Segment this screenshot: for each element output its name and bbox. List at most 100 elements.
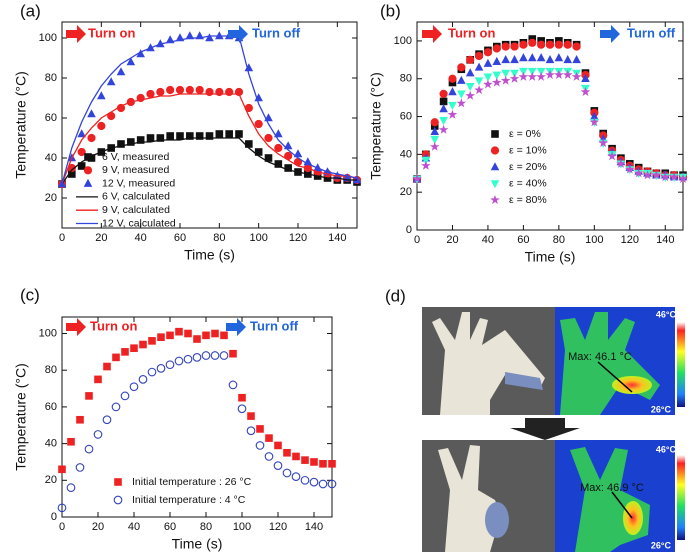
legend-swatch: [83, 178, 93, 187]
y-tick-label: 20: [400, 186, 412, 198]
marker: [255, 441, 265, 450]
y-tick-label: 0: [406, 224, 412, 236]
legend-swatch: [113, 495, 123, 505]
x-axis-title: Time (s): [172, 536, 223, 552]
marker: [447, 109, 458, 119]
y-tick-label: 100: [39, 32, 57, 44]
marker: [184, 329, 192, 338]
marker: [527, 71, 537, 81]
marker: [421, 160, 431, 170]
marker: [130, 344, 138, 352]
marker: [84, 444, 94, 454]
marker: [97, 121, 106, 131]
marker: [183, 354, 193, 364]
annotation: Turn on: [88, 25, 135, 40]
marker: [284, 164, 292, 172]
marker: [492, 56, 502, 66]
marker: [563, 40, 572, 49]
marker: [165, 360, 175, 370]
marker: [474, 62, 484, 71]
chart: 0 20 40 60 80 100 0 20 40 60 80 100 120 140 Time (s) Te…: [368, 1, 688, 265]
marker: [274, 129, 283, 138]
x-tick-label: 100: [233, 521, 251, 533]
panel-label: (a): [20, 1, 41, 20]
marker: [536, 71, 546, 81]
marker: [519, 53, 528, 62]
marker: [175, 327, 183, 336]
marker: [102, 415, 112, 425]
scale-min: 26°C: [651, 404, 672, 414]
legend-swatch: [84, 153, 92, 161]
hot-spot: [612, 376, 652, 394]
x-tick-label: 40: [482, 234, 494, 246]
marker: [112, 353, 120, 362]
marker: [247, 412, 255, 420]
hot-spot: [623, 501, 643, 535]
marker: [483, 48, 493, 57]
marker: [519, 40, 528, 49]
marker: [215, 31, 224, 40]
marker: [85, 392, 93, 400]
marker: [58, 465, 66, 474]
color-bar: [677, 322, 685, 407]
marker: [138, 375, 148, 384]
y-tick-label: 40: [45, 152, 57, 164]
x-tick-label: 60: [174, 232, 186, 244]
x-tick-label: 140: [656, 234, 674, 246]
annotation: Turn off: [627, 25, 676, 40]
legend-swatch: [491, 130, 499, 138]
marker: [186, 132, 194, 140]
marker: [175, 85, 185, 95]
marker: [147, 367, 157, 377]
legend-label: Initial temperature : 26 °C: [132, 476, 252, 488]
marker: [319, 459, 327, 468]
marker: [116, 103, 126, 113]
marker: [510, 42, 519, 51]
marker: [421, 156, 431, 165]
annotation: Turn on: [90, 318, 137, 333]
plot-frame: [416, 21, 684, 231]
marker: [465, 90, 475, 100]
x-tick-label: 80: [553, 234, 565, 246]
y-tick-label: 100: [394, 35, 412, 47]
legend-label: 9 V, measured: [102, 164, 169, 176]
marker: [121, 348, 129, 356]
y-tick-label: 20: [45, 192, 57, 204]
marker: [127, 138, 135, 146]
legend-swatch: [490, 162, 500, 171]
marker: [176, 132, 184, 140]
marker: [210, 351, 220, 360]
marker: [103, 362, 111, 371]
annotation: Turn off: [250, 318, 299, 333]
marker: [166, 85, 175, 95]
marker: [157, 333, 165, 341]
marker: [205, 87, 214, 97]
marker: [292, 452, 300, 461]
x-tick-label: 40: [135, 232, 147, 244]
marker: [563, 69, 573, 79]
marker: [148, 337, 156, 345]
marker: [483, 58, 493, 67]
marker: [195, 85, 204, 95]
marker: [136, 49, 145, 58]
marker: [492, 77, 502, 87]
marker: [439, 104, 448, 113]
marker: [466, 55, 475, 64]
marker: [439, 117, 448, 126]
marker: [254, 148, 263, 156]
marker: [192, 353, 202, 362]
marker: [528, 38, 537, 47]
marker: [228, 380, 238, 390]
marker: [501, 69, 510, 78]
x-tick-label: 120: [289, 232, 307, 244]
marker: [166, 132, 174, 140]
marker: [215, 130, 224, 138]
marker: [501, 42, 510, 51]
legend-label: 12 V, calculated: [102, 217, 176, 229]
x-axis-title: Time (s): [525, 249, 576, 265]
marker: [333, 171, 342, 180]
scale-max: 46°C: [656, 309, 677, 319]
marker: [205, 33, 214, 42]
x-tick-label: 140: [305, 521, 323, 533]
